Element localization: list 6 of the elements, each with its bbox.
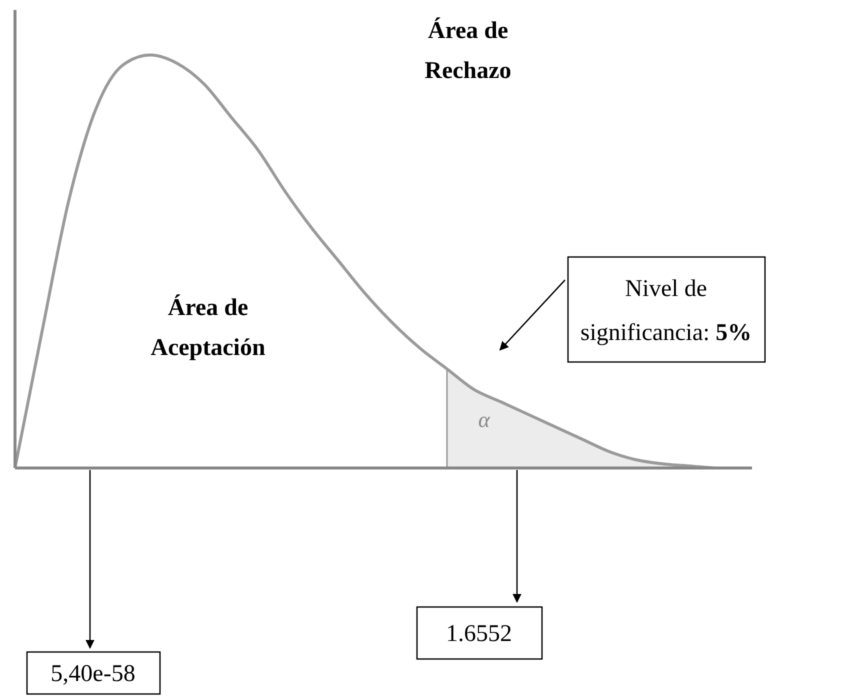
annotation: α xyxy=(478,407,490,432)
text: 1.6552 xyxy=(446,621,512,647)
annotation: Área de Rechazo xyxy=(424,17,512,84)
text: 5,40e-58 xyxy=(50,661,136,687)
annotation: Nivel de significancia: 5% xyxy=(580,276,752,346)
annotation: Área de Aceptación xyxy=(150,294,266,361)
